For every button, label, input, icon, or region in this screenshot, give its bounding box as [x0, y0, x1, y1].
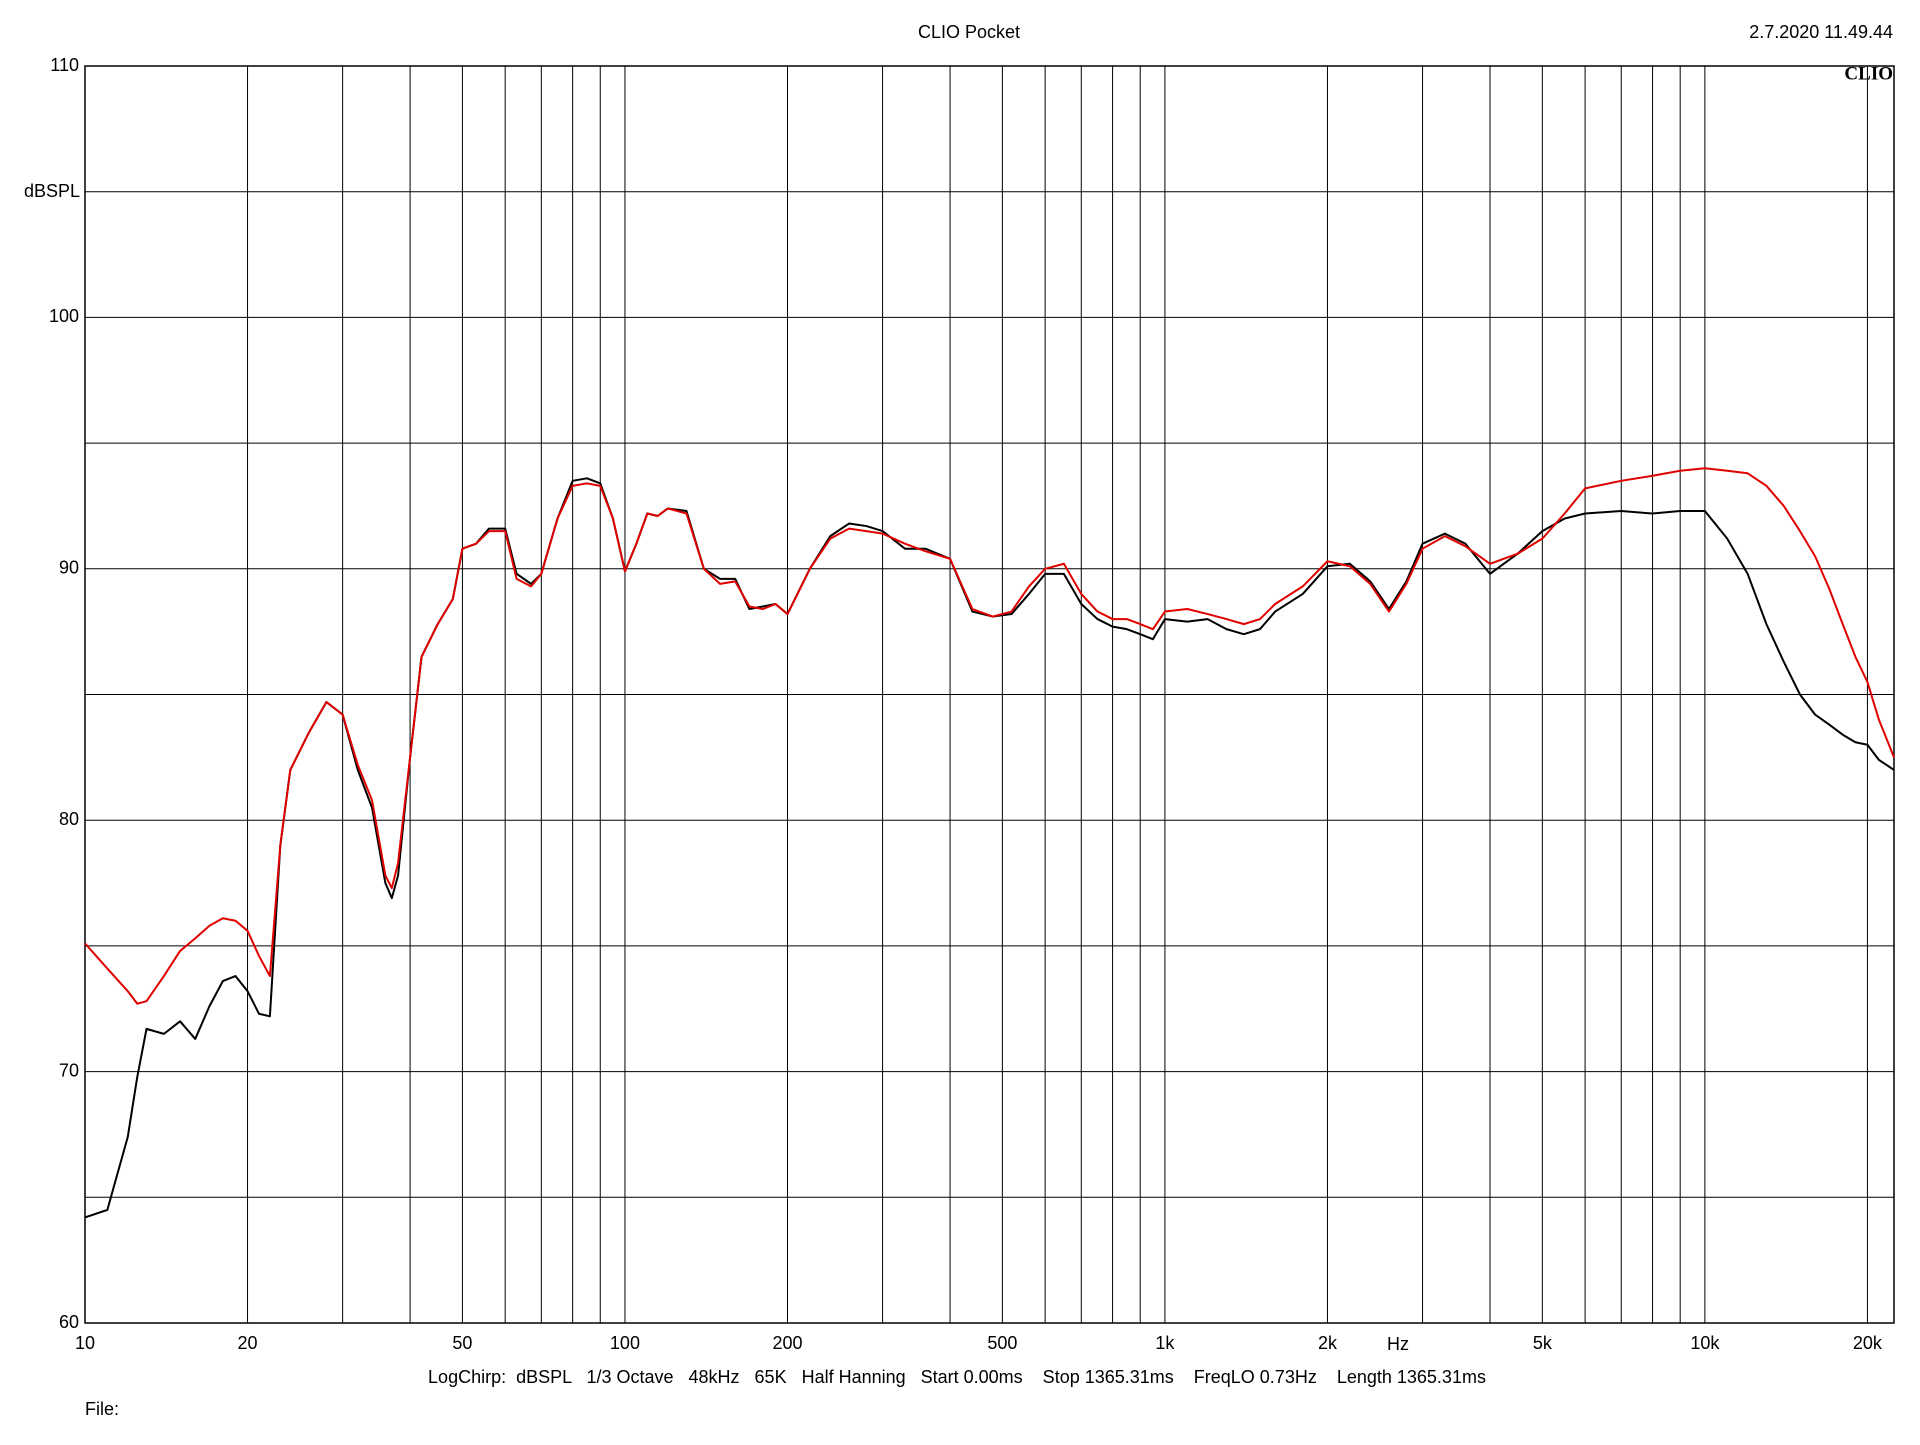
- x-tick-label: 1k: [1155, 1333, 1175, 1353]
- x-tick-label: 200: [772, 1333, 802, 1353]
- response-line: [84, 477, 1895, 1219]
- plot-frame: [84, 65, 1895, 1324]
- x-tick-label: 500: [987, 1333, 1017, 1353]
- x-tick-label: 100: [610, 1333, 640, 1353]
- chart-title: CLIO Pocket: [918, 22, 1020, 42]
- x-tick-label: 2k: [1318, 1333, 1338, 1353]
- y-tick-label: 90: [59, 558, 79, 578]
- logo: CLIO: [1844, 63, 1893, 84]
- x-tick-label: 10k: [1690, 1333, 1720, 1353]
- response-line: [84, 467, 1895, 1005]
- y-tick-label: 100: [49, 306, 79, 326]
- footer: LogChirp: dBSPL 1/3 Octave 48kHz 65K Hal…: [428, 1367, 1486, 1387]
- y-axis-label: dBSPL: [24, 181, 80, 201]
- x-axis-label: Hz: [1387, 1334, 1409, 1354]
- x-tick-label: 20: [238, 1333, 258, 1353]
- y-tick-label: 60: [59, 1312, 79, 1332]
- x-tick-label: 20k: [1853, 1333, 1883, 1353]
- x-tick-label: 10: [75, 1333, 95, 1353]
- x-tick-label: 5k: [1533, 1333, 1553, 1353]
- file-label: File:: [85, 1399, 119, 1419]
- y-tick-label: 80: [59, 809, 79, 829]
- x-tick-label: 50: [452, 1333, 472, 1353]
- y-tick-label: 110: [50, 55, 79, 75]
- timestamp: 2.7.2020 11.49.44: [1749, 22, 1893, 42]
- y-tick-label: 70: [59, 1060, 79, 1080]
